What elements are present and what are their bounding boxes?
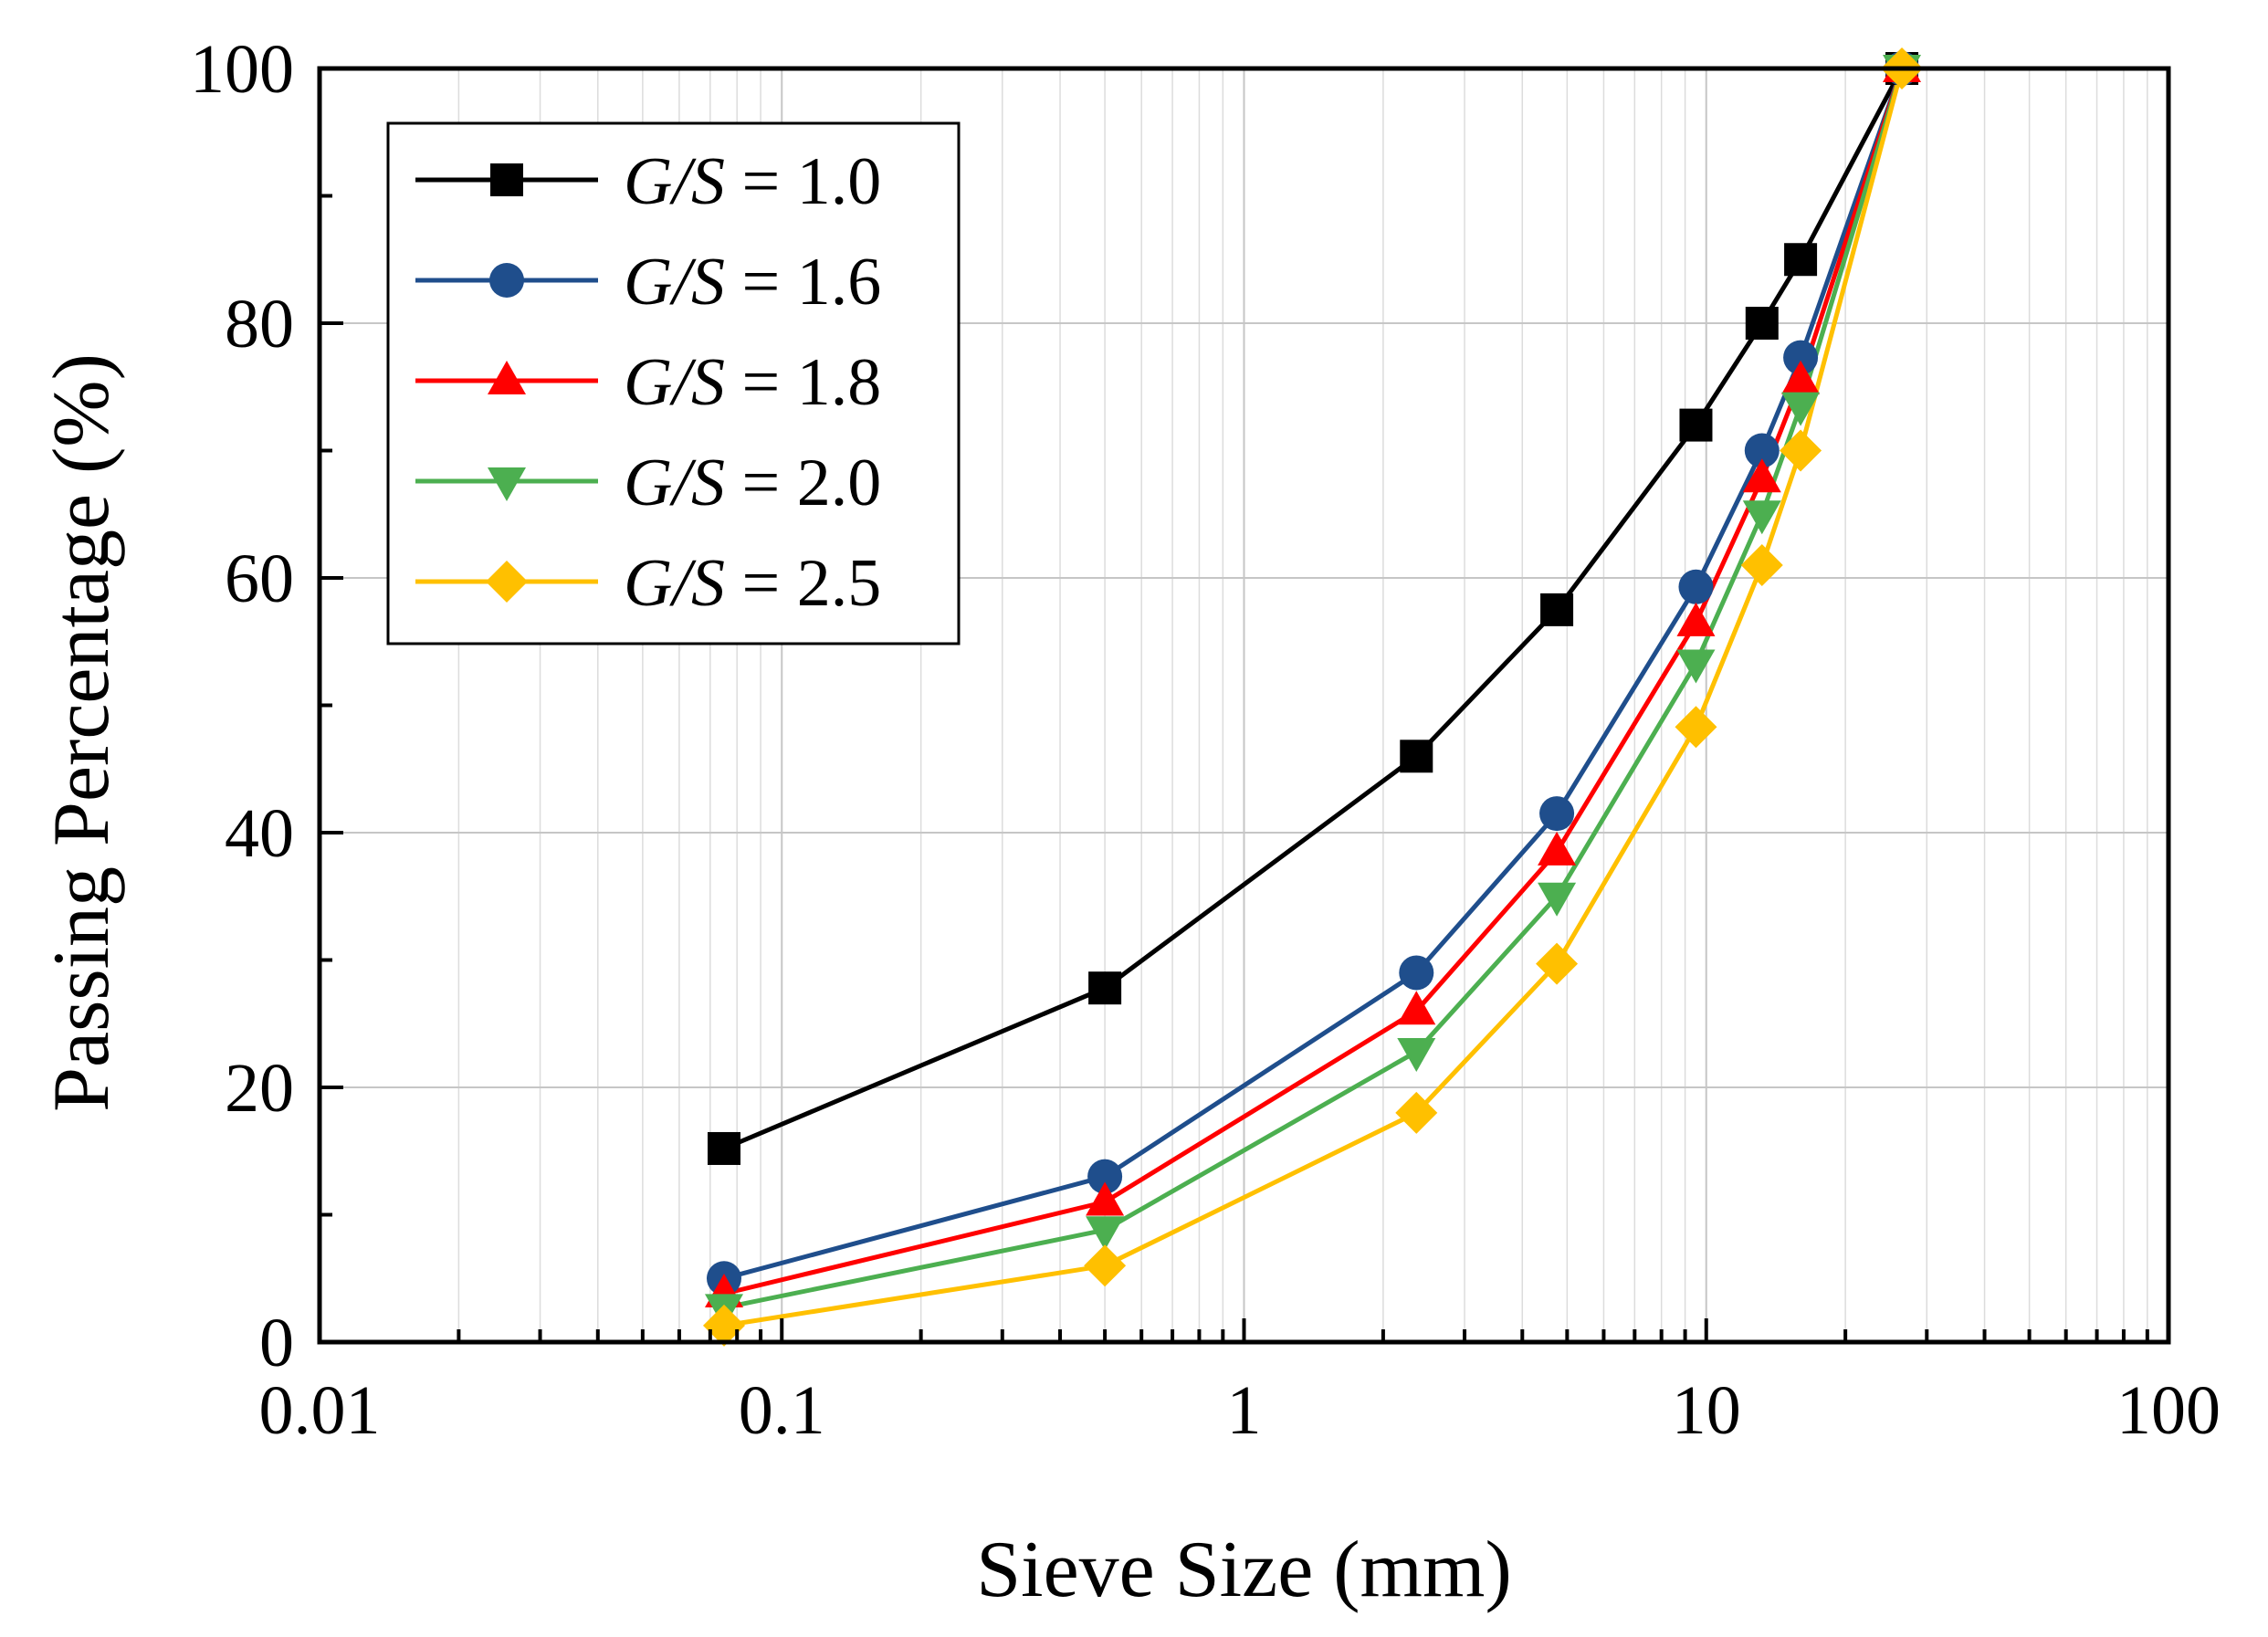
x-tick-label: 10	[1672, 1372, 1741, 1449]
data-point	[1784, 243, 1818, 277]
data-point	[1400, 740, 1433, 773]
x-tick-label: 1	[1227, 1372, 1262, 1449]
legend: G/S = 1.0 G/S = 1.6 G/S = 1.8 G/S = 2.0 G/S …	[386, 121, 961, 645]
data-point	[702, 1304, 745, 1347]
data-point	[1678, 569, 1714, 604]
y-tick-label: 100	[190, 31, 294, 108]
data-point	[1538, 882, 1577, 917]
data-point	[1397, 1037, 1436, 1072]
data-point	[1539, 796, 1575, 832]
data-point	[1086, 1181, 1125, 1216]
data-point	[1740, 544, 1783, 587]
data-point	[1084, 1244, 1127, 1287]
legend-swatch-marker	[488, 361, 526, 394]
x-tick-label: 100	[2116, 1372, 2221, 1449]
series-line-5	[723, 68, 1905, 1328]
legend-label: G/S = 2.0	[624, 446, 881, 520]
data-point	[1676, 602, 1716, 636]
x-axis-title: Sieve Size (mm)	[976, 1526, 1512, 1614]
data-point	[1540, 593, 1574, 626]
data-point	[1780, 429, 1822, 472]
y-tick-label: 40	[225, 795, 294, 872]
data-point	[1397, 991, 1436, 1025]
data-point	[1536, 942, 1579, 985]
data-point	[1745, 307, 1779, 340]
x-tick-label: 0.1	[739, 1372, 825, 1449]
y-tick-label: 80	[225, 286, 294, 362]
y-tick-label: 60	[225, 540, 294, 617]
data-point	[1781, 392, 1821, 426]
data-point	[1783, 340, 1819, 375]
data-point	[1781, 360, 1821, 394]
x-tick-label: 0.01	[259, 1372, 381, 1449]
legend-label: G/S = 1.6	[624, 245, 881, 320]
axis-ticks	[320, 67, 2149, 1344]
y-tick-label: 20	[225, 1050, 294, 1127]
data-point	[1675, 706, 1717, 749]
legend-swatch-marker	[486, 561, 528, 603]
legend-label: G/S = 1.8	[624, 345, 881, 420]
y-axis-title: Passing Percentage (%)	[37, 353, 126, 1112]
y-tick-label: 0	[259, 1305, 294, 1381]
legend-swatch-marker	[490, 163, 523, 196]
data-point	[1086, 1216, 1125, 1251]
data-point	[1676, 649, 1716, 684]
legend-box	[386, 121, 961, 645]
data-point	[1538, 831, 1577, 866]
data-point	[1742, 458, 1781, 493]
legend-label: G/S = 2.5	[624, 546, 881, 621]
data-point	[1744, 433, 1780, 468]
legend-swatch-marker	[489, 263, 524, 298]
data-point	[1088, 971, 1122, 1005]
data-point	[1395, 1091, 1438, 1134]
data-point	[1742, 500, 1781, 535]
legend-label: G/S = 1.0	[624, 144, 881, 219]
data-point	[1399, 955, 1434, 991]
data-point	[707, 1131, 740, 1165]
data-point	[1679, 408, 1713, 442]
tick-labels: 0.01 0.1 1 10 100 0 20 40 60 80 100	[190, 31, 2221, 1449]
series-line-4	[723, 68, 1905, 1310]
series-markers	[702, 47, 1924, 1347]
legend-swatch-marker	[488, 467, 526, 501]
data-point	[1087, 1159, 1123, 1194]
